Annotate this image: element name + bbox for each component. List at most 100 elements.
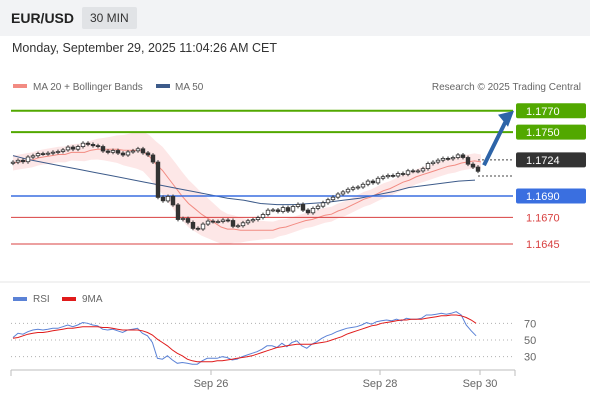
candle-body [295,203,301,207]
level-text-1.1645: 1.1645 [526,239,560,251]
candle-body [330,196,336,201]
candle-body [125,151,131,156]
top-bar: EUR/USD 30 MIN [0,0,590,36]
candle-body [265,209,271,215]
candle-body [255,217,261,221]
ma9-line [12,314,477,363]
candle-body [470,163,476,168]
candle-body [190,221,196,229]
candle-body [275,209,281,212]
candle-body [250,219,256,222]
symbol-label: EUR/USD [11,10,75,26]
x-axis: Sep 26 Sep 28 Sep 30 [10,369,516,390]
timeframe-button[interactable]: 30 MIN [82,7,137,29]
candle-body [285,207,291,212]
candle-body [415,170,421,173]
candle-body [165,195,171,202]
candle-body [65,146,71,151]
candle-body [40,153,46,156]
price-chart: 1.1770 1.1750 1.1724 1.1690 1.1670 1.1645 [10,103,586,251]
ma20-line [12,148,482,231]
level-tag-1.1750 [516,124,586,140]
candle-body [290,206,296,212]
datetime-label: Monday, September 29, 2025 11:04:26 AM C… [12,41,277,55]
rsi-tick-30: 30 [524,352,536,364]
candle-body [170,195,176,206]
candle-body [410,170,416,173]
candle-body [90,143,96,147]
candle-body [15,159,21,163]
candle-body [375,177,381,184]
level-tag-1.1770 [516,103,586,119]
candle-body [140,148,146,154]
ma20-legend-label: MA 20 + Bollinger Bands [33,82,143,93]
ma50-legend-label: MA 50 [175,82,204,93]
candle-body [85,142,91,145]
x-tick-label: Sep 30 [463,378,498,390]
candle-body [455,154,461,158]
candle-body [440,157,446,161]
level-text-1.1770: 1.1770 [526,106,560,118]
candle-body [145,152,151,156]
rsi-tick-50: 50 [524,335,536,347]
candle-body [50,151,56,154]
x-tick-label: Sep 28 [363,378,398,390]
candle-body [260,214,266,218]
candle-body [200,223,206,230]
candle-body [420,168,426,172]
candle-body [210,220,216,223]
level-tag-1.1690 [516,188,586,204]
bollinger-bands [13,131,481,245]
level-text-1.1670: 1.1670 [526,212,560,224]
candle-body [385,174,391,178]
candle-body [35,153,41,157]
candle-body [225,219,231,222]
candle-body [205,220,211,225]
candle-body [425,163,431,169]
candle-body [340,191,346,195]
candle-body [110,150,116,153]
candle-body [195,227,201,230]
ma20-legend-swatch [13,84,27,88]
ma50-legend-swatch [156,84,170,88]
candle-body [95,145,101,148]
candle-body [180,218,186,220]
candle-body [220,219,226,222]
candle-body [155,161,161,198]
candle-body [185,218,191,223]
candle-body [215,221,221,223]
candle-body [465,157,471,165]
candle-body [325,199,331,204]
candle-body [360,183,366,188]
candle-body [430,161,436,164]
candle-body [60,149,66,152]
candle-body [305,209,311,214]
candle-body [30,155,36,158]
candle-body [25,156,31,163]
forecast-arrow-head [498,110,514,127]
candle-body [395,173,401,177]
candle-body [370,180,376,184]
candle-body [100,146,106,152]
candle-body [365,180,371,185]
candle-body [475,166,481,172]
candle-body [150,154,156,163]
candle-body [450,157,456,160]
candle-body [460,154,466,158]
level-text-1.1690: 1.1690 [526,191,560,203]
candle-body [160,196,166,202]
candle-body [380,176,386,179]
candle-body [20,159,26,163]
candle-body [75,146,81,150]
candle-body [405,170,411,175]
x-tick-label: Sep 26 [194,378,229,390]
candle-body [320,202,326,207]
candle-body [355,186,361,189]
candle-body [335,193,341,198]
candle-body [45,152,51,155]
ma9-legend-swatch [62,297,76,301]
ma50-line [12,155,476,206]
candle-body [130,150,136,153]
forecast-arrow-shaft [482,119,508,167]
